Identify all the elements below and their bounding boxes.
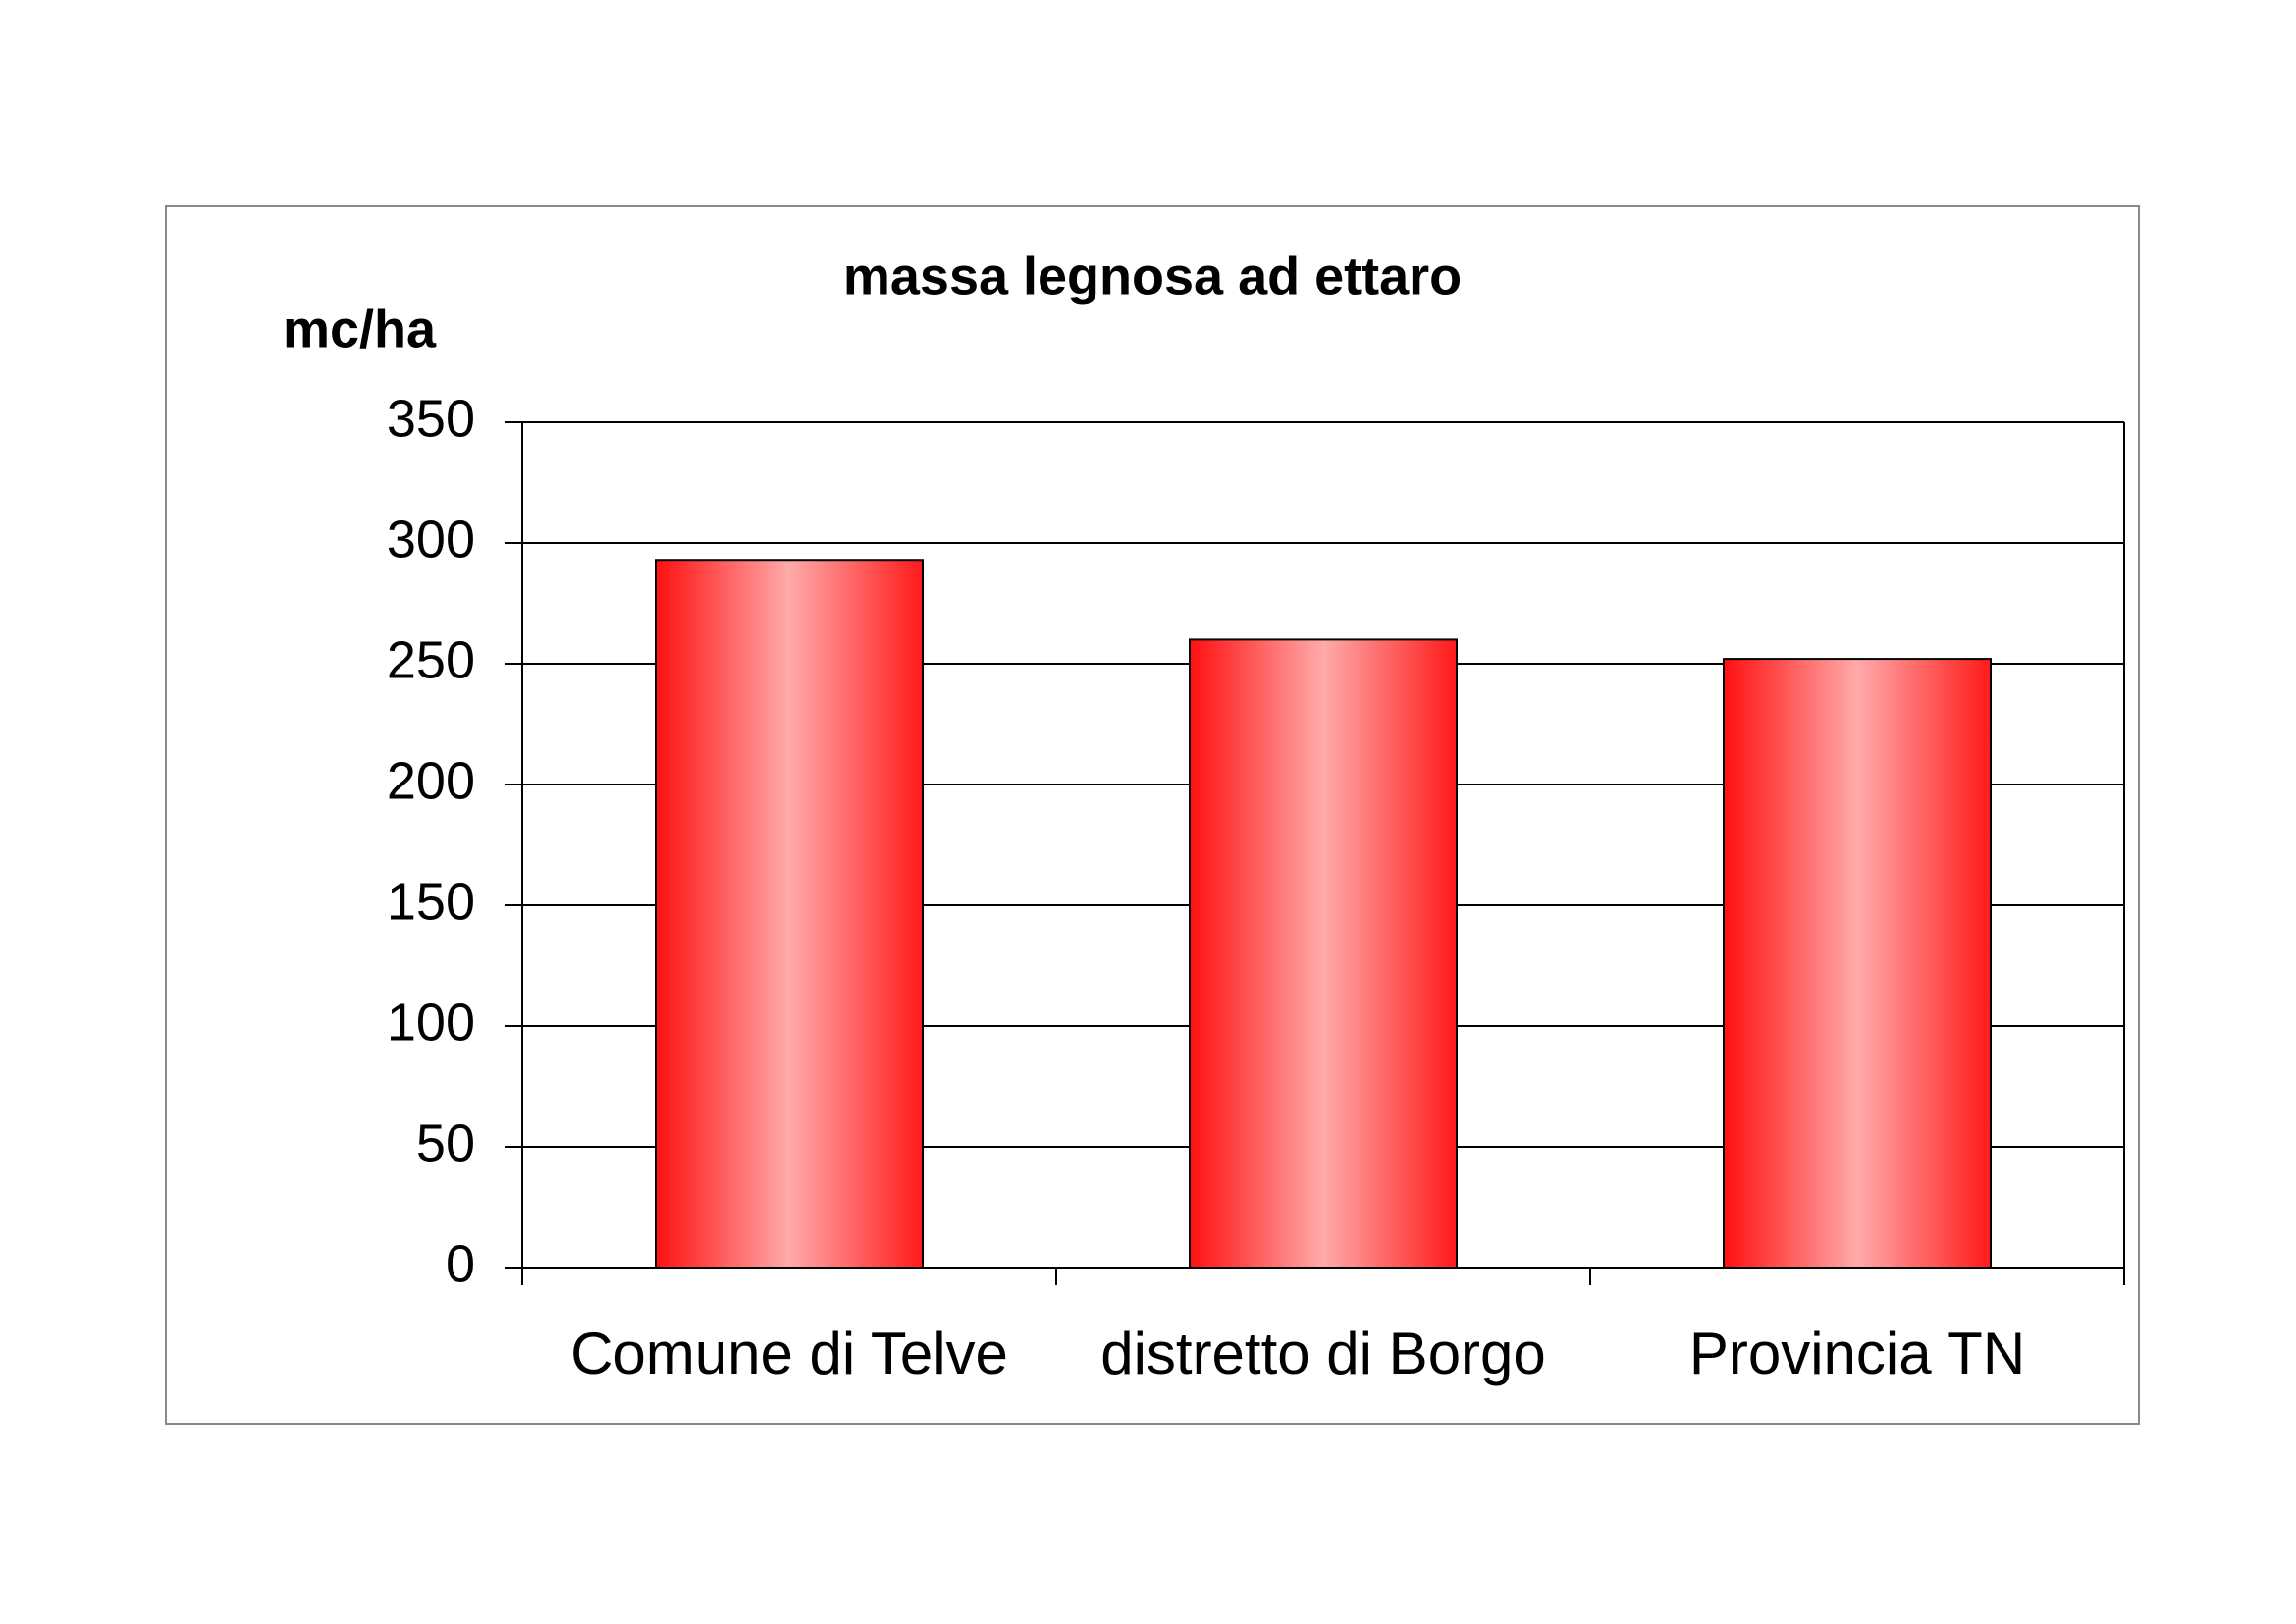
y-tick-label: 250 (387, 630, 475, 689)
y-axis-label: mc/ha (283, 299, 437, 358)
x-tick-label: Provincia TN (1689, 1321, 2025, 1386)
x-tick-label: distretto di Borgo (1100, 1321, 1546, 1386)
y-tick-label: 0 (446, 1234, 475, 1293)
y-tick-label: 300 (387, 510, 475, 568)
y-tick-label: 350 (387, 389, 475, 448)
bar (1723, 658, 1992, 1269)
y-tick-label: 100 (387, 993, 475, 1052)
y-tick-label: 200 (387, 751, 475, 810)
x-tick-label: Comune di Telve (570, 1321, 1008, 1386)
y-tick-label: 50 (416, 1113, 475, 1172)
y-tick-label: 150 (387, 872, 475, 931)
bar (1189, 638, 1458, 1269)
bar (655, 559, 924, 1269)
chart-title: massa legnosa ad ettaro (843, 246, 1462, 305)
